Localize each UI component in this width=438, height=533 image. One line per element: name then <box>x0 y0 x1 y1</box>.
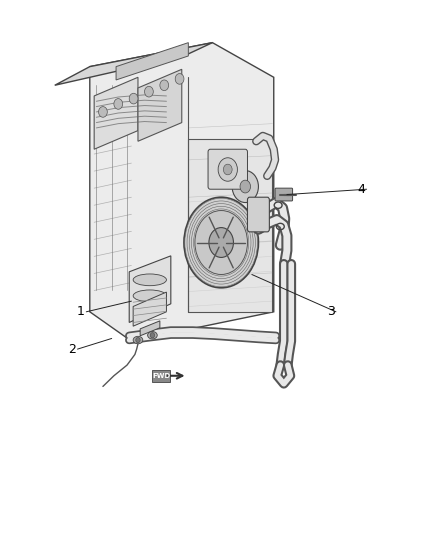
Polygon shape <box>90 43 274 341</box>
Ellipse shape <box>133 336 143 344</box>
FancyBboxPatch shape <box>208 149 247 189</box>
Text: 2: 2 <box>68 343 76 356</box>
Text: 1: 1 <box>77 305 85 318</box>
Polygon shape <box>116 43 188 80</box>
Circle shape <box>240 180 251 193</box>
Circle shape <box>175 74 184 84</box>
Circle shape <box>114 99 123 109</box>
Ellipse shape <box>133 290 166 302</box>
Circle shape <box>150 333 155 338</box>
Circle shape <box>136 337 140 343</box>
Polygon shape <box>140 321 160 336</box>
FancyBboxPatch shape <box>247 197 269 232</box>
Circle shape <box>218 158 237 181</box>
Text: 4: 4 <box>357 183 365 196</box>
Polygon shape <box>188 139 272 312</box>
Circle shape <box>99 107 107 117</box>
Polygon shape <box>133 292 166 326</box>
Circle shape <box>160 80 169 91</box>
FancyBboxPatch shape <box>152 370 170 382</box>
Polygon shape <box>129 256 171 322</box>
Circle shape <box>145 86 153 97</box>
Circle shape <box>209 228 233 257</box>
Ellipse shape <box>148 332 157 339</box>
Polygon shape <box>94 77 138 149</box>
Text: FWD: FWD <box>152 373 170 379</box>
Polygon shape <box>138 69 182 141</box>
Ellipse shape <box>133 274 166 286</box>
FancyBboxPatch shape <box>275 188 293 201</box>
Circle shape <box>195 211 247 274</box>
Circle shape <box>223 164 232 175</box>
Circle shape <box>184 197 258 288</box>
Circle shape <box>232 171 258 203</box>
Text: 3: 3 <box>327 305 335 318</box>
Circle shape <box>129 93 138 104</box>
Polygon shape <box>55 43 212 85</box>
